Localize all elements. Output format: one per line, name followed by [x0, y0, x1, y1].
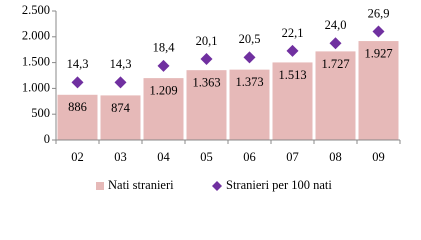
- marker-label: 22,1: [282, 26, 304, 40]
- marker: [114, 76, 127, 89]
- marker-label: 24,0: [325, 18, 347, 32]
- legend-swatch: [212, 181, 222, 191]
- marker-label: 20,5: [239, 32, 261, 46]
- marker-label: 18,4: [153, 41, 176, 55]
- y-tick-label: 0: [44, 132, 50, 146]
- marker-label: 14,3: [110, 57, 132, 71]
- marker-label: 14,3: [67, 57, 89, 71]
- marker-label: 26,9: [368, 6, 390, 20]
- bar-label: 1.373: [235, 75, 263, 89]
- marker: [243, 51, 256, 64]
- bar-label: 1.209: [149, 83, 177, 97]
- bar-label: 1.727: [321, 57, 349, 71]
- bar-label: 1.363: [192, 76, 220, 90]
- x-tick-label: 03: [114, 150, 127, 164]
- marker: [71, 76, 84, 89]
- bar: [314, 50, 357, 141]
- y-tick-label: 2.000: [22, 29, 50, 43]
- x-tick-label: 07: [286, 150, 299, 164]
- bar-label: 1.927: [364, 46, 392, 60]
- x-tick-label: 05: [200, 150, 213, 164]
- bar: [142, 77, 185, 141]
- x-tick-label: 06: [243, 150, 256, 164]
- bar: [228, 68, 271, 141]
- x-tick-label: 04: [157, 150, 170, 164]
- legend-swatch: [96, 182, 104, 190]
- y-tick-label: 1.000: [22, 80, 50, 94]
- y-tick-label: 1.500: [22, 54, 50, 68]
- bar-label: 1.513: [278, 68, 306, 82]
- bar: [271, 61, 314, 141]
- bar-label: 874: [111, 101, 131, 115]
- bar: [99, 94, 142, 141]
- marker: [157, 59, 170, 72]
- chart: 0 500 1.000 1.500 2.000 2.500 886 02 874 03 1.209 0…: [22, 3, 401, 192]
- marker: [329, 37, 342, 50]
- y-tick-label: 500: [31, 106, 50, 120]
- y-tick-label: 2.500: [22, 3, 50, 17]
- bar: [185, 69, 228, 141]
- legend-label: Stranieri per 100 nati: [226, 178, 332, 192]
- x-tick-label: 09: [372, 150, 385, 164]
- marker: [372, 25, 385, 38]
- marker-label: 20,1: [196, 34, 218, 48]
- x-tick-label: 08: [329, 150, 342, 164]
- bar: [357, 40, 400, 141]
- x-tick-label: 02: [71, 150, 84, 164]
- marker: [286, 44, 299, 57]
- marker: [200, 52, 213, 65]
- legend-label: Nati stranieri: [108, 178, 174, 192]
- bar-label: 886: [68, 100, 87, 114]
